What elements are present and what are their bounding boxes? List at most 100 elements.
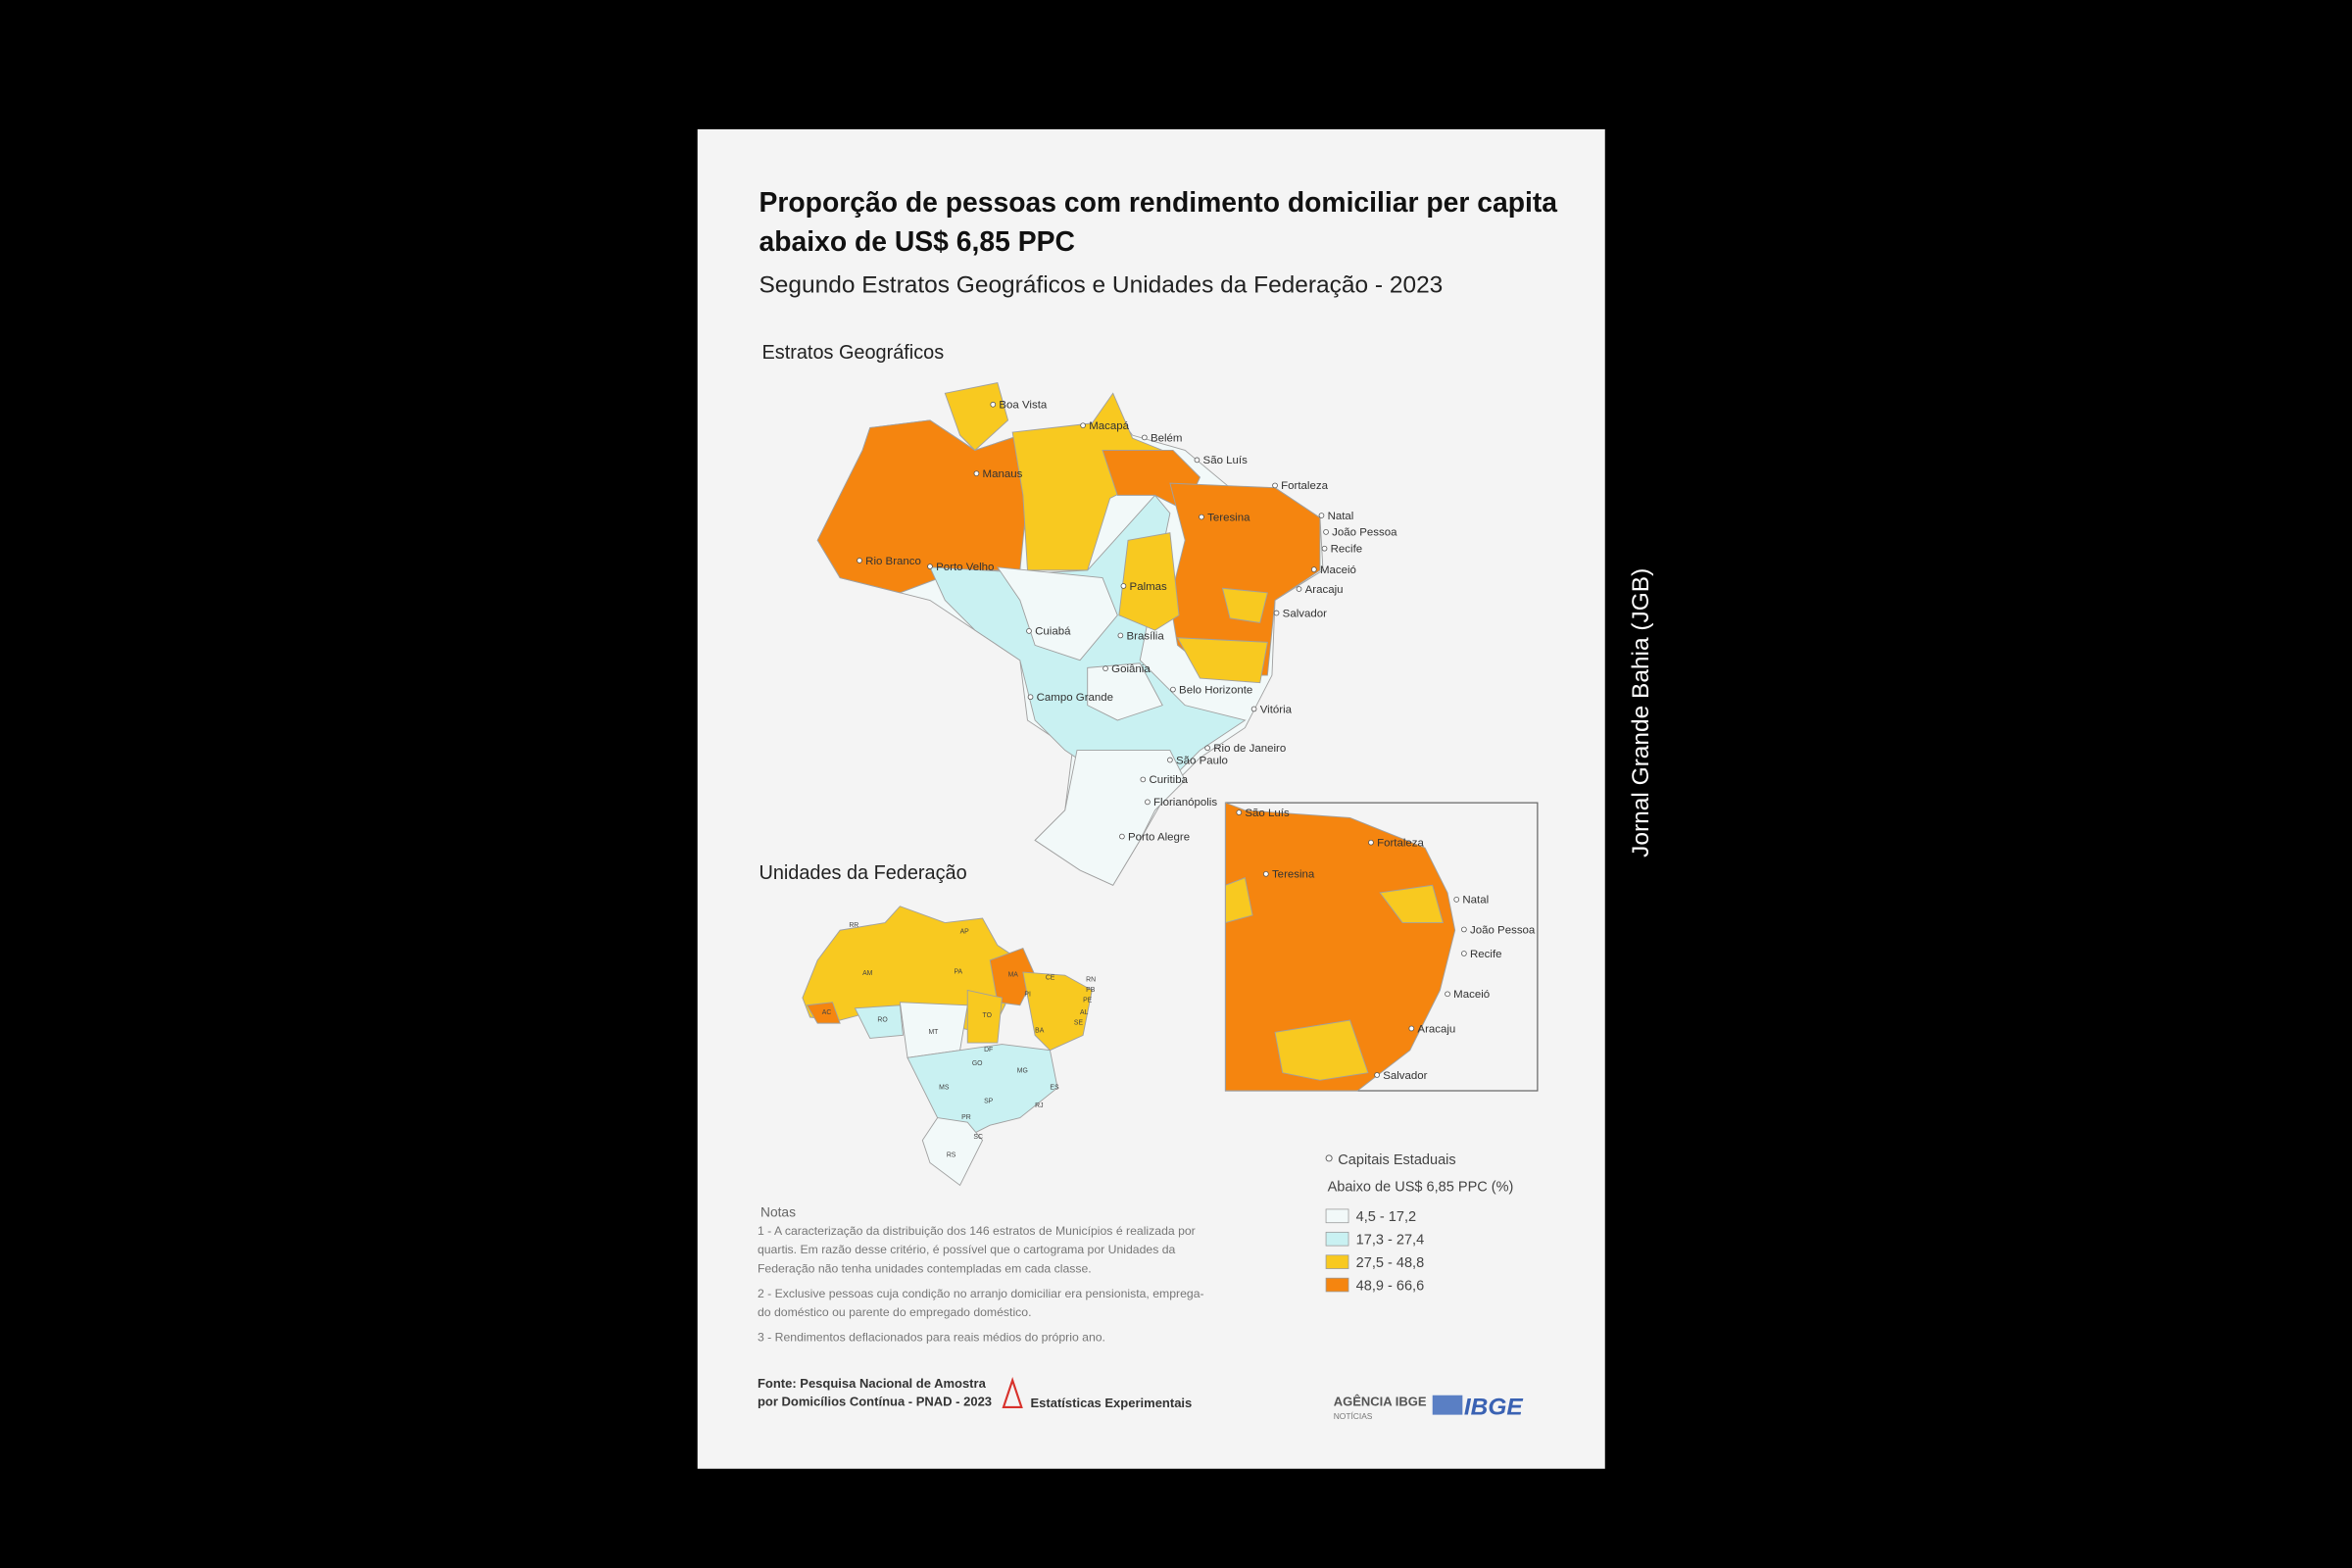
capital-label: Salvador	[1283, 608, 1327, 619]
legend-title: Abaixo de US$ 6,85 PPC (%)	[1328, 1180, 1514, 1196]
capital-label: Aracaju	[1305, 584, 1344, 596]
state	[966, 989, 1003, 1044]
state-code: SC	[973, 1134, 983, 1141]
state-code: CE	[1046, 975, 1055, 982]
note-line: Federação não tenha unidades contemplada…	[758, 1262, 1092, 1276]
legend-swatch	[1325, 1208, 1349, 1224]
capital-dot	[1145, 799, 1151, 806]
capital-label: Campo Grande	[1037, 692, 1113, 704]
capital-dot	[1368, 839, 1374, 846]
section-label: Estratos Geográficos	[762, 342, 945, 364]
section-label: Unidades da Federação	[759, 862, 966, 884]
capital-dot	[1461, 951, 1467, 956]
legend-label: 4,5 - 17,2	[1356, 1209, 1416, 1225]
capital-dot	[1296, 586, 1302, 592]
ibge-logo: IBGE	[1464, 1395, 1524, 1421]
capital-label: Florianópolis	[1153, 797, 1217, 808]
state-code: BA	[1035, 1027, 1045, 1034]
legend-swatch	[1325, 1277, 1349, 1293]
capital-label: Teresina	[1207, 512, 1250, 523]
state	[854, 1004, 904, 1039]
capital-dot	[1374, 1072, 1380, 1078]
capital-dot	[973, 470, 980, 476]
state-code: PA	[954, 969, 962, 976]
capital-dot	[1199, 514, 1204, 520]
capital-label: Recife	[1331, 544, 1363, 556]
note-line: 3 - Rendimentos deflacionados para reais…	[758, 1331, 1105, 1345]
state-code: PB	[1086, 987, 1096, 994]
agencia-sub: NOTÍCIAS	[1334, 1411, 1373, 1421]
capital-dot	[1120, 583, 1127, 589]
state-code: AC	[822, 1009, 832, 1016]
state-code: RN	[1086, 976, 1096, 983]
capital-label: Rio Branco	[865, 556, 921, 567]
capital-label: Fortaleza	[1281, 480, 1328, 492]
region	[996, 566, 1118, 662]
region	[1176, 637, 1268, 684]
region	[1379, 884, 1445, 924]
state	[1022, 971, 1093, 1052]
note-line: 1 - A caracterização da distribuição dos…	[758, 1224, 1196, 1238]
capital-label: Boa Vista	[999, 400, 1048, 412]
capital-dot	[857, 558, 862, 564]
capital-label: Manaus	[983, 468, 1023, 480]
capital-label: Fortaleza	[1377, 838, 1424, 850]
state-code: MG	[1017, 1068, 1028, 1075]
state-code: SE	[1074, 1020, 1084, 1027]
capital-label: Maceió	[1453, 989, 1490, 1001]
capital-label: Natal	[1328, 511, 1354, 522]
note-line: do doméstico ou parente do empregado dom…	[758, 1305, 1032, 1319]
region	[1087, 662, 1163, 721]
state-code: PI	[1024, 992, 1031, 999]
capital-label: Rio de Janeiro	[1213, 743, 1286, 755]
badge-label: Estatísticas Experimentais	[1031, 1396, 1193, 1410]
state-code: AM	[862, 970, 873, 977]
source: Fonte: Pesquisa Nacional de Amostra	[758, 1376, 987, 1391]
capital-label: João Pessoa	[1332, 527, 1397, 539]
agencia-logo: AGÊNCIA IBGE	[1334, 1394, 1427, 1408]
state-code: SP	[984, 1098, 994, 1104]
region	[1034, 750, 1186, 886]
state-code: PR	[961, 1114, 971, 1121]
region	[1221, 587, 1268, 623]
capital-label: Cuiabá	[1035, 626, 1071, 638]
state-code: TO	[983, 1012, 993, 1019]
region	[1118, 532, 1180, 631]
capital-dot	[1167, 757, 1173, 763]
state-code: RO	[877, 1017, 888, 1024]
capital-dot	[1027, 694, 1034, 701]
capital-label: Porto Alegre	[1128, 831, 1190, 843]
capital-label: Curitiba	[1149, 774, 1188, 786]
capital-label: Maceió	[1320, 564, 1356, 576]
state-code: ES	[1050, 1084, 1059, 1091]
badge-icon	[1002, 1377, 1023, 1409]
state-code: GO	[972, 1060, 983, 1067]
legend-swatch	[1325, 1231, 1349, 1247]
subtitle: Segundo Estratos Geográficos e Unidades …	[759, 272, 1443, 299]
watermark: Jornal Grande Bahia (JGB)	[1628, 568, 1654, 858]
region	[1225, 877, 1253, 924]
capital-dot	[1170, 686, 1176, 693]
capital-label: Porto Velho	[936, 562, 994, 573]
state-code: RR	[849, 922, 858, 929]
labels: Proporção de pessoas com rendimento domi…	[758, 186, 1654, 1421]
capital-dot	[1310, 566, 1317, 572]
state	[921, 1117, 984, 1187]
capital-dot	[1204, 745, 1210, 752]
capital-dot	[1119, 833, 1125, 840]
capital-label: Goiânia	[1111, 663, 1151, 675]
state-code: MT	[928, 1029, 939, 1036]
capital-dot	[1323, 529, 1329, 535]
title: abaixo de US$ 6,85 PPC	[759, 225, 1074, 257]
state	[806, 1002, 841, 1024]
note-line: quartis. Em razão desse critério, é poss…	[758, 1243, 1176, 1256]
capital-dot	[1102, 665, 1108, 671]
capital-dot	[1080, 422, 1086, 429]
capital-dot	[1461, 926, 1467, 933]
state-code: MS	[939, 1084, 950, 1091]
capital-dot	[1318, 513, 1325, 518]
note-line: 2 - Exclusive pessoas cuja condição no a…	[758, 1287, 1204, 1300]
capital-dot	[1194, 457, 1200, 464]
region	[1225, 802, 1456, 1092]
